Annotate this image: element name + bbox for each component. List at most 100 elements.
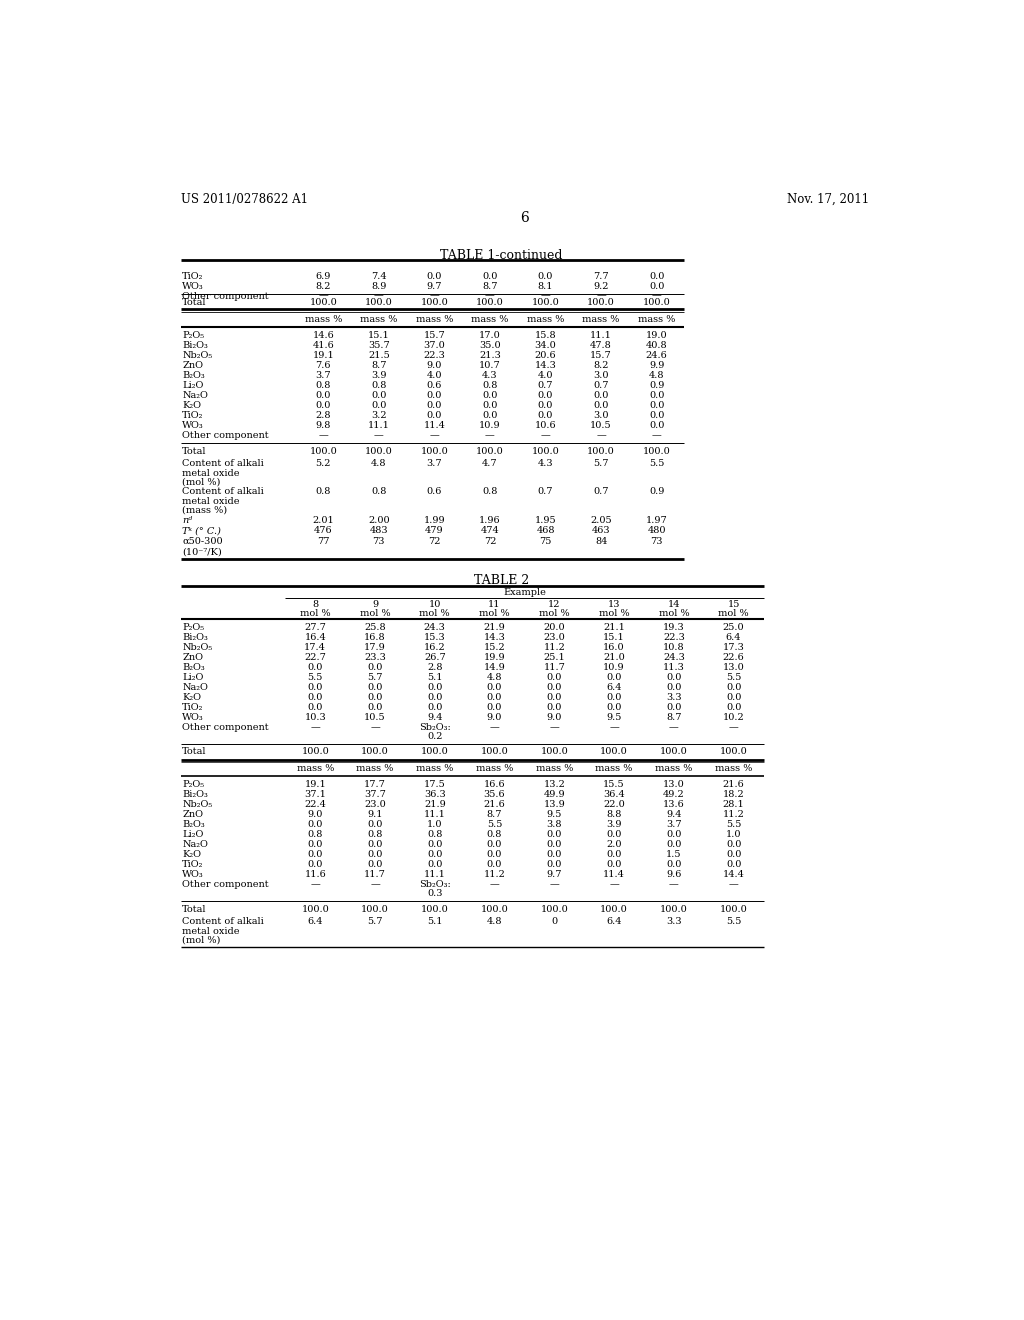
Text: 100.0: 100.0 [476,447,504,457]
Text: 11: 11 [488,601,501,610]
Text: 8.8: 8.8 [606,810,622,818]
Text: 22.7: 22.7 [304,653,327,661]
Text: 0.0: 0.0 [547,693,562,702]
Text: 15.1: 15.1 [603,632,625,642]
Text: 9: 9 [372,601,378,610]
Text: 100.0: 100.0 [643,298,671,306]
Text: 20.6: 20.6 [535,351,556,360]
Text: 26.7: 26.7 [424,653,445,661]
Text: 0.0: 0.0 [307,693,323,702]
Text: (mol %): (mol %) [182,478,220,486]
Text: —: — [429,292,439,301]
Text: 21.1: 21.1 [603,623,625,632]
Text: 5.1: 5.1 [427,917,442,925]
Text: 10: 10 [429,601,441,610]
Text: 25.0: 25.0 [723,623,744,632]
Text: 0.0: 0.0 [547,702,562,711]
Text: 25.1: 25.1 [544,653,565,661]
Text: 6.4: 6.4 [726,632,741,642]
Text: 0.0: 0.0 [427,693,442,702]
Text: 0.0: 0.0 [649,411,665,420]
Text: mass %: mass % [526,315,564,325]
Text: WO₃: WO₃ [182,870,204,879]
Text: 3.3: 3.3 [666,693,682,702]
Text: 100.0: 100.0 [480,906,508,915]
Text: 3.9: 3.9 [371,371,386,380]
Text: 13: 13 [608,601,621,610]
Text: 15.7: 15.7 [424,331,445,339]
Text: 0.0: 0.0 [726,693,741,702]
Text: 25.8: 25.8 [365,623,386,632]
Text: 100.0: 100.0 [659,906,688,915]
Text: 2.8: 2.8 [427,663,442,672]
Text: 0.0: 0.0 [538,411,553,420]
Text: 2.0: 2.0 [606,840,622,849]
Text: 0.0: 0.0 [667,673,682,681]
Text: —: — [596,292,606,301]
Text: 4.0: 4.0 [538,371,553,380]
Text: 5.5: 5.5 [649,459,665,467]
Text: 18.2: 18.2 [723,789,744,799]
Text: Bi₂O₃: Bi₂O₃ [182,789,208,799]
Text: Na₂O: Na₂O [182,840,208,849]
Text: 100.0: 100.0 [361,906,389,915]
Text: 1.97: 1.97 [646,516,668,524]
Text: 9.0: 9.0 [486,713,502,722]
Text: 0.0: 0.0 [593,401,609,411]
Text: 0.0: 0.0 [649,272,665,281]
Text: 21.0: 21.0 [603,653,625,661]
Text: 100.0: 100.0 [480,747,508,756]
Text: 22.3: 22.3 [663,632,685,642]
Text: 5.5: 5.5 [307,673,323,681]
Text: 0.0: 0.0 [427,401,442,411]
Text: Na₂O: Na₂O [182,682,208,692]
Text: 15: 15 [727,601,739,610]
Text: 0.0: 0.0 [482,272,498,281]
Text: 1.99: 1.99 [424,516,445,524]
Text: —: — [310,723,321,731]
Text: 0.9: 0.9 [649,381,665,389]
Text: 13.0: 13.0 [723,663,744,672]
Text: 0.0: 0.0 [547,673,562,681]
Text: 0.3: 0.3 [427,890,442,898]
Text: US 2011/0278622 A1: US 2011/0278622 A1 [180,193,307,206]
Text: 100.0: 100.0 [301,906,329,915]
Text: mass %: mass % [416,315,453,325]
Text: TiO₂: TiO₂ [182,702,204,711]
Text: 0.0: 0.0 [538,401,553,411]
Text: —: — [669,880,679,888]
Text: 16.8: 16.8 [365,632,386,642]
Text: 7.7: 7.7 [593,272,609,281]
Text: Nb₂O₅: Nb₂O₅ [182,643,213,652]
Text: 0.0: 0.0 [547,682,562,692]
Text: 17.0: 17.0 [479,331,501,339]
Text: 100.0: 100.0 [587,447,615,457]
Text: mass %: mass % [356,764,393,774]
Text: 0.0: 0.0 [538,272,553,281]
Text: 2.01: 2.01 [312,516,334,524]
Text: 10.7: 10.7 [479,360,501,370]
Text: 8: 8 [312,601,318,610]
Text: 0.0: 0.0 [667,859,682,869]
Text: Nb₂O₅: Nb₂O₅ [182,351,213,360]
Text: 463: 463 [592,527,610,536]
Text: 16.4: 16.4 [304,632,326,642]
Text: Nb₂O₅: Nb₂O₅ [182,800,213,809]
Text: 10.2: 10.2 [723,713,744,722]
Text: 14.4: 14.4 [723,870,744,879]
Text: 1.95: 1.95 [535,516,556,524]
Text: 11.2: 11.2 [723,810,744,818]
Text: 24.3: 24.3 [424,623,445,632]
Text: 0.0: 0.0 [606,859,622,869]
Text: (10⁻⁷/K): (10⁻⁷/K) [182,548,222,556]
Text: 0.8: 0.8 [315,381,331,389]
Text: (mol %): (mol %) [182,936,220,944]
Text: 0.0: 0.0 [482,411,498,420]
Text: 19.1: 19.1 [304,780,326,789]
Text: 9.5: 9.5 [606,713,622,722]
Text: Tᵏ (° C.): Tᵏ (° C.) [182,527,221,536]
Text: K₂O: K₂O [182,693,202,702]
Text: 15.5: 15.5 [603,780,625,789]
Text: 4.8: 4.8 [486,917,503,925]
Text: 468: 468 [537,527,555,536]
